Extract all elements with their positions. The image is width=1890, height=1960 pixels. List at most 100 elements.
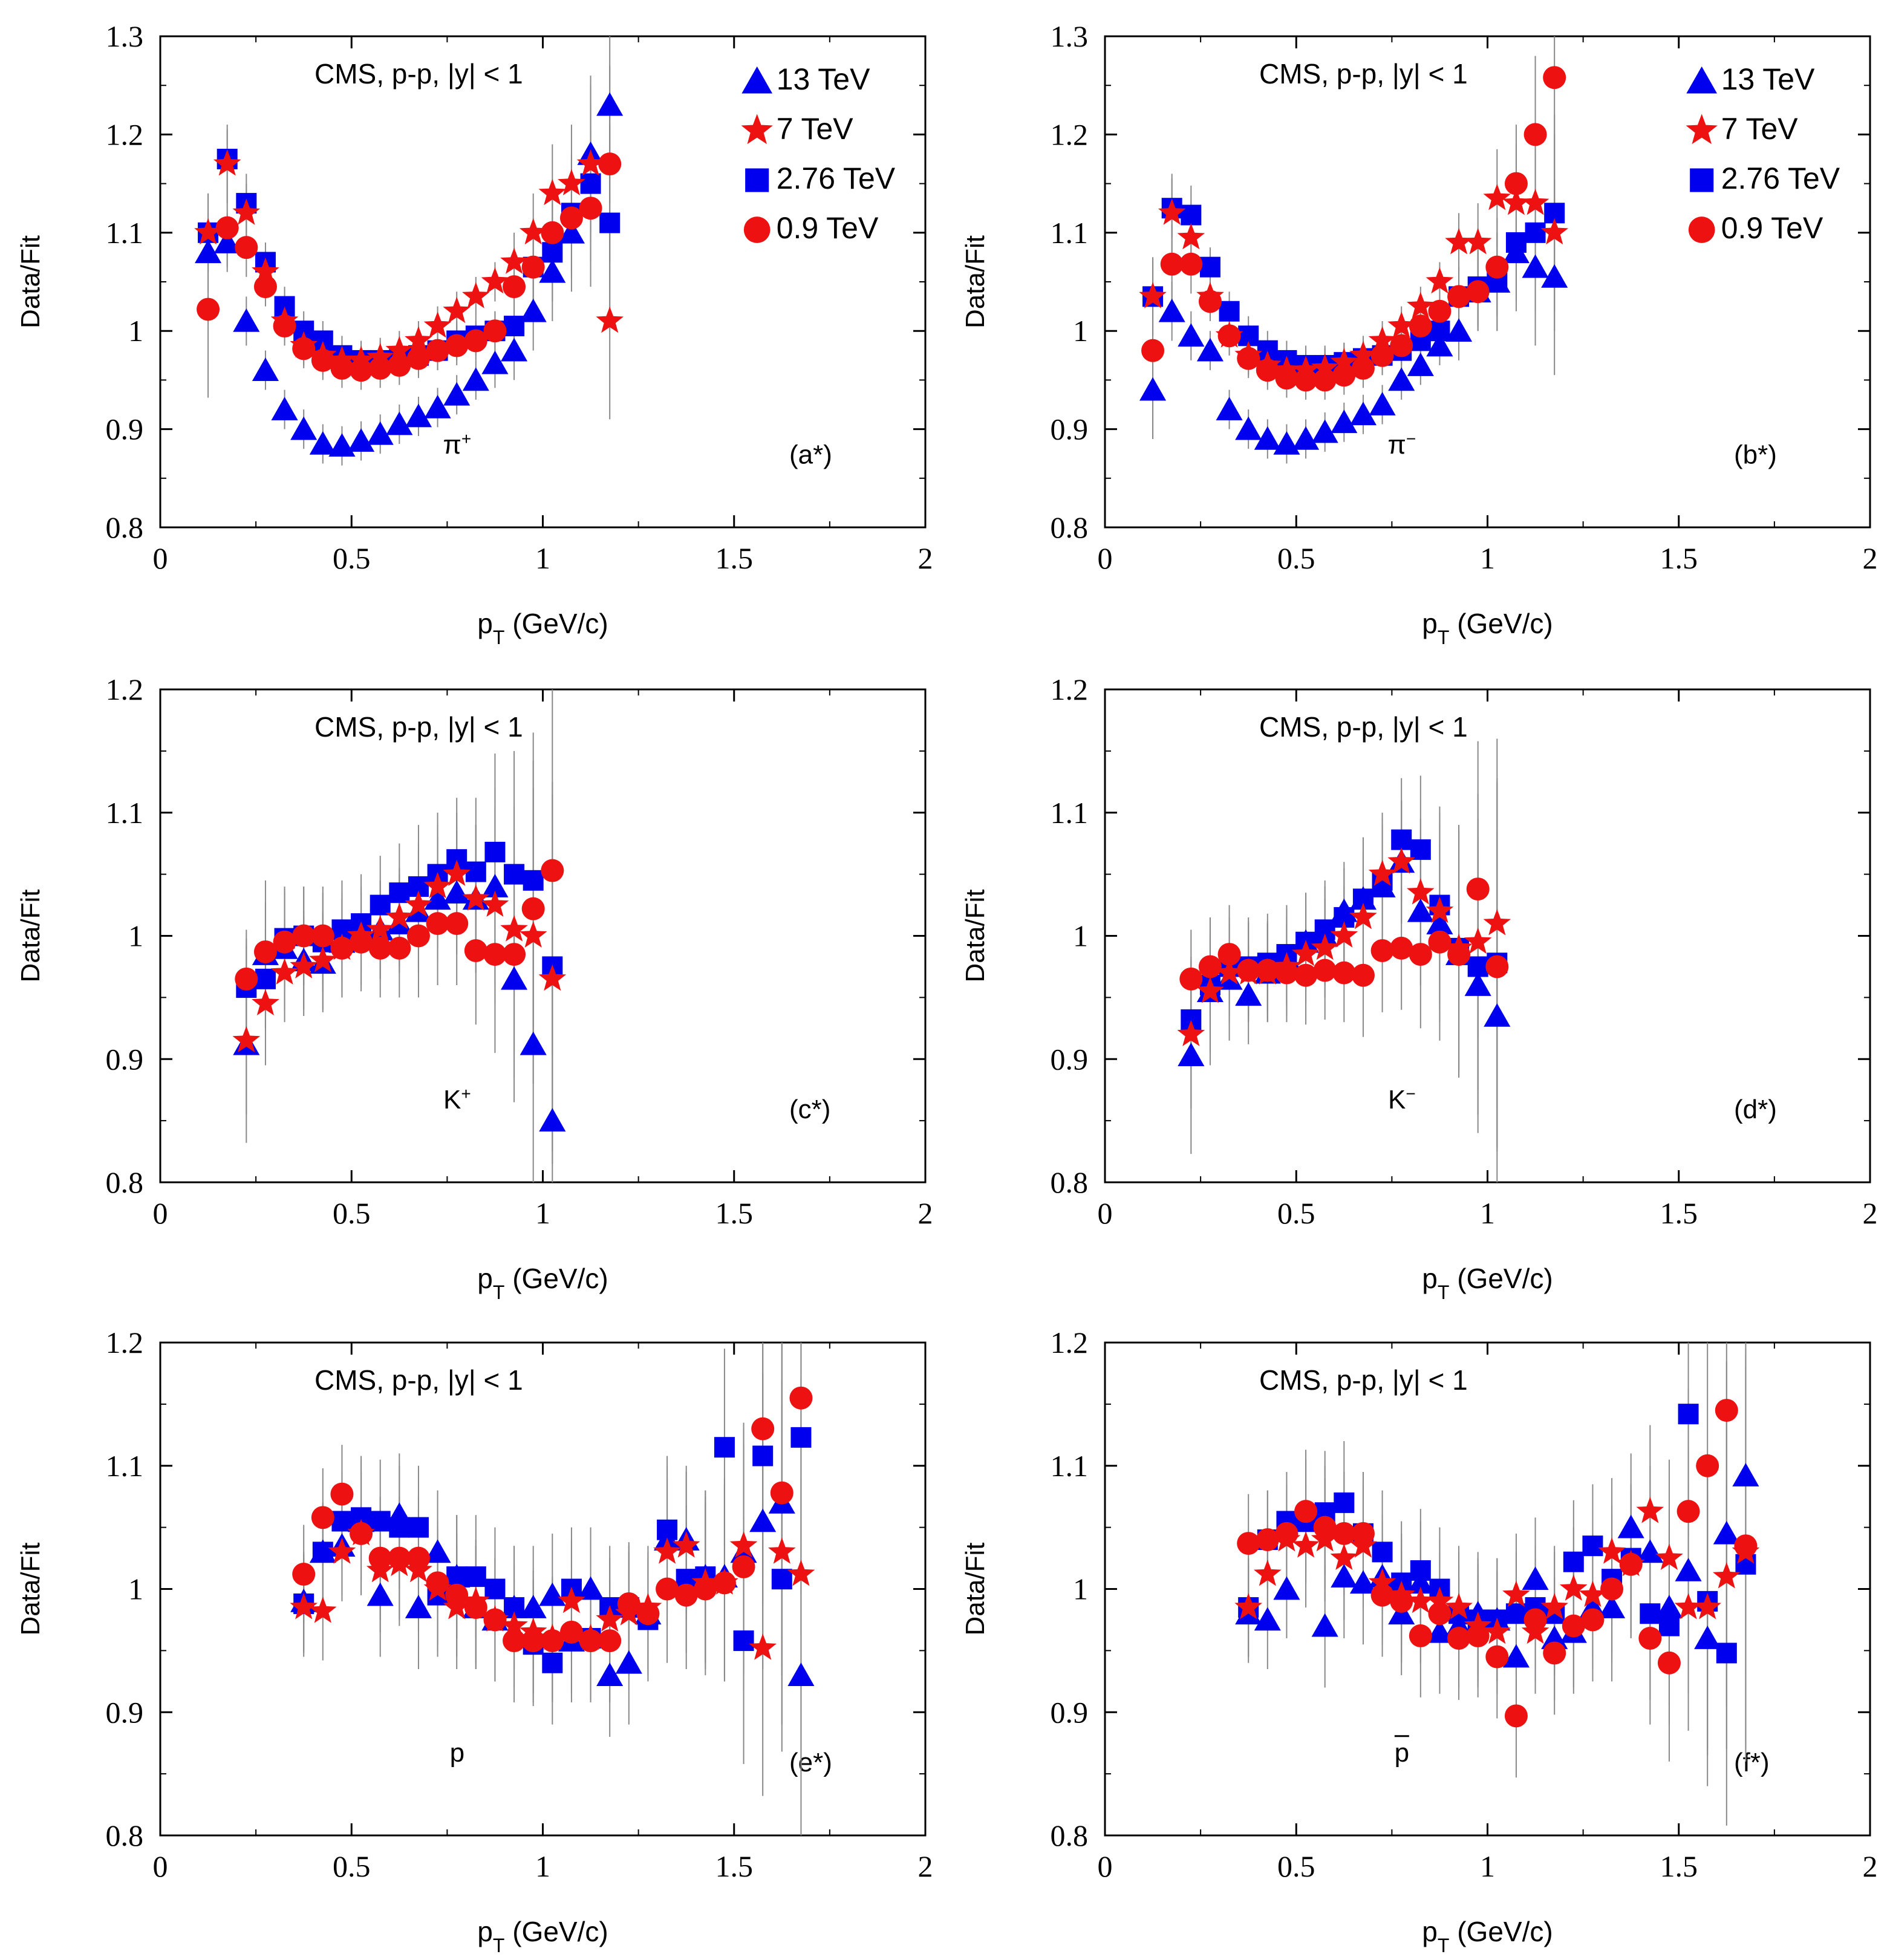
data-point [729,1531,758,1558]
data-point [1541,1626,1568,1649]
data-point [1177,1020,1205,1046]
data-point [1139,282,1167,308]
panel-title: CMS, p-p, |y| < 1 [314,711,523,743]
panel-title: CMS, p-p, |y| < 1 [1259,711,1468,743]
data-point [538,1624,567,1650]
data-point [596,307,624,333]
panel-c: 0 0.5 1 1.5 2 0.8 0.9 1 1.1 1.2 pT (GeV/c) Data/Fit… [16,672,933,1303]
data-point [558,1586,585,1613]
legend-marker [1688,217,1715,243]
y-axis-label: Data/Fit [16,235,45,328]
data-point [520,1595,547,1618]
data-point [309,946,337,972]
y-tick-label: 0.8 [106,510,144,544]
y-tick-label: 1.1 [106,1449,144,1483]
y-tick-label: 1 [1073,314,1088,348]
data-point [405,890,432,917]
data-point [1178,323,1205,347]
panel-title: CMS, p-p, |y| < 1 [1259,1364,1468,1396]
data-point [385,902,414,930]
y-tick-label: 1 [1073,1572,1088,1606]
data-point [1485,255,1509,279]
particle-label: K− [1388,1084,1416,1115]
y-tick-label: 1.1 [106,796,144,830]
data-point [1198,955,1222,978]
x-tick-label: 0 [1098,1849,1113,1883]
data-point [787,1662,815,1686]
data-point [1677,1500,1700,1523]
x-axis-label: pT (GeV/c) [477,608,608,648]
data-point [1540,218,1568,245]
panel-label: (b*) [1734,440,1777,469]
data-point [1387,1580,1415,1607]
y-tick-label: 0.8 [1051,1818,1089,1852]
data-point [1158,298,1185,322]
data-point [462,884,490,911]
data-point [1543,1641,1566,1665]
data-point [309,431,336,455]
data-point [309,1597,337,1623]
data-point [424,394,451,418]
y-tick-label: 0.9 [1051,1042,1089,1076]
data-point [1254,1607,1281,1631]
panel-f: 0 0.5 1 1.5 2 0.8 0.9 1 1.1 1.2 pT (GeV/c) Data/Fit… [960,1326,1878,1956]
data-point [1502,1644,1530,1668]
data-point [194,218,222,245]
data-point [1505,1603,1527,1624]
data-point [1311,353,1339,380]
y-tick-label: 1 [1073,919,1088,953]
data-point [1581,1608,1605,1632]
data-point [1311,419,1338,443]
data-point [1196,282,1224,308]
data-point [328,345,356,373]
data-point [481,874,509,897]
data-point [657,1519,678,1540]
data-point [1598,1595,1626,1618]
data-point [1541,264,1568,288]
legend-marker [1686,66,1718,94]
data-point [1388,367,1415,391]
data-point [1407,291,1435,318]
data-point [232,1026,261,1053]
data-point [1254,426,1281,450]
data-point [749,1633,777,1660]
data-point [1368,859,1396,886]
data-point [1483,184,1511,210]
y-tick-label: 0.8 [1051,1165,1089,1199]
data-point [1445,933,1473,960]
data-point [464,939,487,962]
data-point [503,275,526,299]
data-point [1658,1615,1680,1636]
data-point [1216,397,1243,420]
data-point [253,275,277,299]
data-point [674,1583,698,1607]
data-point [1637,1539,1664,1563]
data-point [389,1517,410,1538]
x-tick-label: 0.5 [1277,1849,1315,1883]
data-point [501,966,528,990]
data-point [711,1568,738,1595]
data-point [1196,337,1224,362]
panel-a: 0 0.5 1 1.5 2 0.8 0.9 1 1.1 1.2 1.3 pT (GeV/c) Data/… [16,19,933,648]
data-point [1504,172,1528,195]
data-point [1332,1522,1356,1545]
legend-entry: 0.9 TeV [777,211,879,245]
data-point [405,1555,432,1583]
panel-title: CMS, p-p, |y| < 1 [314,1364,523,1396]
data-point [368,936,392,960]
data-point [1657,1651,1681,1675]
data-point [521,255,545,279]
x-tick-label: 0.5 [1277,1196,1315,1230]
data-point [1160,252,1184,276]
data-point [462,1586,490,1613]
x-tick-label: 0 [153,541,168,575]
data-point [443,296,471,324]
x-tick-label: 2 [1863,1196,1878,1230]
data-point [656,1577,679,1601]
y-axis-label: Data/Fit [960,889,990,982]
data-point [1466,877,1490,901]
y-tick-label: 1.1 [1051,796,1089,830]
data-point [752,1445,774,1467]
data-point [252,989,279,1015]
y-tick-label: 1.3 [1051,19,1089,53]
